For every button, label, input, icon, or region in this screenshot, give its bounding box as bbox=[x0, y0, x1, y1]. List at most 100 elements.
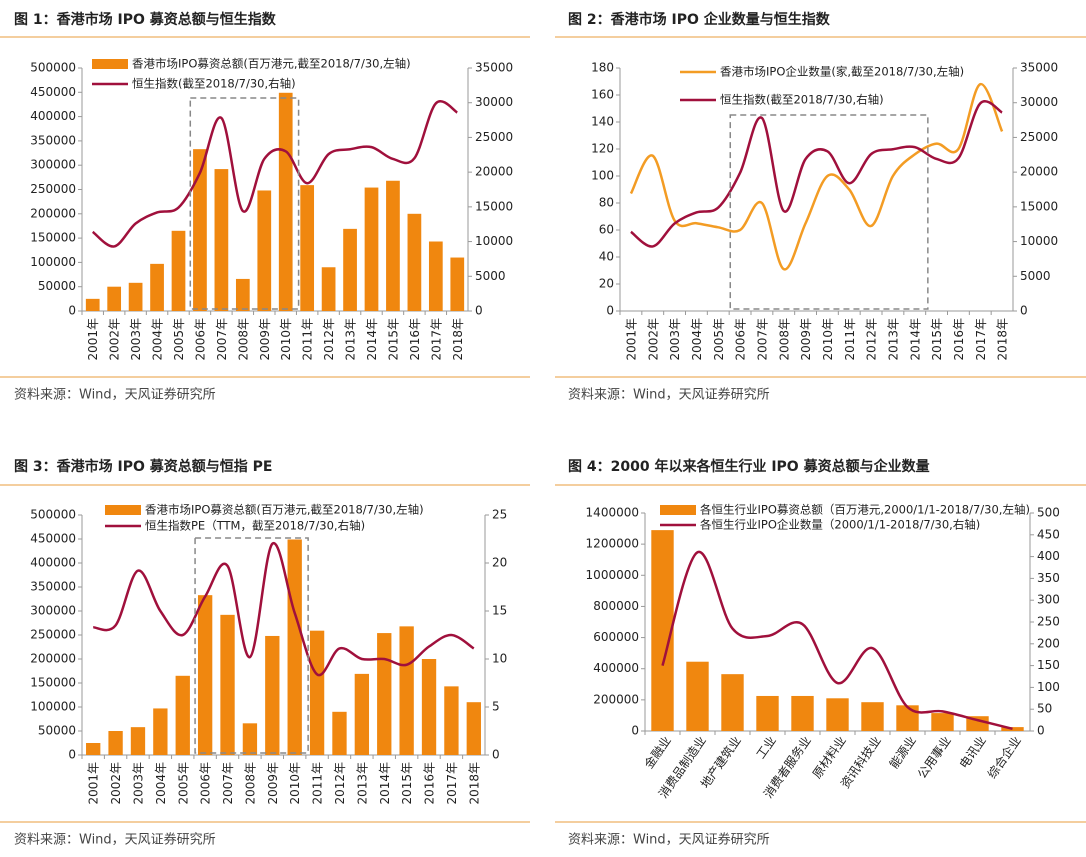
y-tick-label: 100000 bbox=[30, 700, 76, 714]
x-tick-label: 2011年 bbox=[301, 318, 315, 361]
x-tick-label: 2016年 bbox=[408, 318, 422, 361]
y2-tick-label: 350 bbox=[1037, 571, 1060, 585]
y2-tick-label: 10 bbox=[492, 652, 507, 666]
bar bbox=[171, 230, 186, 311]
y2-tick-label: 25 bbox=[492, 508, 507, 522]
legend-label: 恒生指数(截至2018/7/30,右轴) bbox=[720, 93, 884, 107]
x-tick-label: 2010年 bbox=[288, 762, 302, 805]
y2-tick-label: 10000 bbox=[475, 234, 513, 248]
x-tick-label: 2018年 bbox=[467, 762, 481, 805]
bar bbox=[300, 185, 315, 311]
bar bbox=[153, 708, 168, 755]
x-tick-label: 2006年 bbox=[193, 318, 207, 361]
chart-title: 图 3：香港市场 IPO 募资总额与恒指 PE bbox=[14, 458, 272, 475]
y-tick-label: 20 bbox=[599, 277, 614, 291]
bar bbox=[193, 149, 207, 311]
x-tick-label: 2001年 bbox=[624, 318, 638, 361]
x-tick-label: 2011年 bbox=[843, 318, 857, 361]
y-tick-label: 40 bbox=[599, 250, 614, 264]
bar bbox=[444, 686, 459, 755]
x-tick-label: 2004年 bbox=[690, 318, 704, 361]
x-tick-label: 2016年 bbox=[952, 318, 966, 361]
bar bbox=[332, 711, 347, 755]
x-tick-label: 2012年 bbox=[333, 762, 347, 805]
x-tick-label: 2010年 bbox=[821, 318, 835, 361]
legend-swatch bbox=[105, 505, 141, 515]
x-tick-label: 2011年 bbox=[311, 762, 325, 805]
y-tick-label: 1000000 bbox=[586, 568, 639, 582]
line-series bbox=[630, 100, 1003, 248]
bar bbox=[130, 727, 146, 755]
y-tick-label: 140 bbox=[591, 115, 614, 129]
x-tick-label: 2002年 bbox=[646, 318, 660, 361]
bar bbox=[861, 702, 884, 731]
y-tick-label: 450000 bbox=[30, 532, 76, 546]
x-tick-label: 2017年 bbox=[974, 318, 988, 361]
legend-label: 各恒生行业IPO募资总额（百万港元,2000/1/1-2018/7/30,左轴) bbox=[700, 503, 1030, 517]
bar bbox=[107, 286, 122, 311]
y-tick-label: 200000 bbox=[593, 692, 639, 706]
y-tick-label: 80 bbox=[599, 196, 614, 210]
x-tick-label: 2003年 bbox=[131, 762, 145, 805]
y-tick-label: 500000 bbox=[30, 61, 76, 75]
y-tick-label: 600000 bbox=[593, 630, 639, 644]
y-tick-label: 450000 bbox=[30, 85, 76, 99]
x-tick-label: 2006年 bbox=[734, 318, 748, 361]
bar bbox=[791, 695, 814, 731]
bar bbox=[651, 530, 674, 731]
highlight-box bbox=[189, 97, 300, 310]
x-tick-label: 2007年 bbox=[221, 762, 235, 805]
x-tick-label: 2014年 bbox=[908, 318, 922, 361]
bar bbox=[386, 180, 400, 311]
chart-title: 图 1：香港市场 IPO 募资总额与恒生指数 bbox=[14, 11, 277, 28]
x-tick-label: 工业 bbox=[754, 734, 779, 762]
y2-tick-label: 20000 bbox=[1020, 165, 1058, 179]
y-tick-label: 0 bbox=[631, 724, 639, 738]
y-tick-label: 350000 bbox=[30, 580, 76, 594]
y-tick-label: 1400000 bbox=[586, 506, 639, 520]
y-tick-label: 100 bbox=[591, 169, 614, 183]
legend-label: 香港市场IPO企业数量(家,截至2018/7/30,左轴) bbox=[720, 65, 964, 79]
chart-title: 图 2：香港市场 IPO 企业数量与恒生指数 bbox=[568, 11, 831, 28]
bar bbox=[896, 705, 919, 731]
x-tick-label: 2012年 bbox=[322, 318, 336, 361]
bar bbox=[428, 241, 443, 311]
legend-label: 香港市场IPO募资总额(百万港元,截至2018/7/30,左轴) bbox=[145, 503, 424, 517]
x-tick-label: 2002年 bbox=[108, 318, 122, 361]
x-tick-label: 2008年 bbox=[243, 762, 257, 805]
bar bbox=[377, 633, 392, 755]
legend-label: 恒生指数PE（TTM，截至2018/7/30,右轴) bbox=[145, 519, 365, 533]
y2-tick-label: 0 bbox=[1020, 304, 1028, 318]
y2-tick-label: 0 bbox=[492, 748, 500, 762]
y2-tick-label: 25000 bbox=[475, 130, 513, 144]
y-tick-label: 50000 bbox=[38, 724, 76, 738]
bar bbox=[265, 635, 280, 755]
bar bbox=[242, 723, 258, 755]
x-tick-label: 2007年 bbox=[215, 318, 229, 361]
source-note: 资料来源：Wind，天风证券研究所 bbox=[14, 832, 216, 848]
highlight-box bbox=[729, 114, 929, 310]
x-tick-label: 2015年 bbox=[930, 318, 944, 361]
x-tick-label: 2017年 bbox=[445, 762, 459, 805]
bar bbox=[421, 659, 437, 755]
bar bbox=[343, 228, 357, 311]
y-tick-label: 250000 bbox=[30, 182, 76, 196]
bar bbox=[309, 630, 325, 755]
bar bbox=[364, 187, 379, 311]
y2-tick-label: 500 bbox=[1037, 506, 1060, 520]
x-tick-label: 公用事业 bbox=[915, 734, 954, 781]
y-tick-label: 0 bbox=[68, 304, 76, 318]
bar bbox=[399, 626, 414, 755]
y2-tick-label: 30000 bbox=[475, 95, 513, 109]
source-note: 资料来源：Wind，天风证券研究所 bbox=[568, 832, 770, 848]
y-tick-label: 200000 bbox=[30, 206, 76, 220]
x-tick-label: 2013年 bbox=[344, 318, 358, 361]
y2-tick-label: 200 bbox=[1037, 636, 1060, 650]
y-tick-label: 120 bbox=[591, 142, 614, 156]
legend-label: 恒生指数(截至2018/7/30,右轴) bbox=[132, 77, 296, 91]
bar bbox=[86, 743, 101, 755]
y2-tick-label: 0 bbox=[475, 304, 483, 318]
bar bbox=[450, 257, 465, 311]
y2-tick-label: 20 bbox=[492, 556, 507, 570]
bar bbox=[721, 674, 744, 731]
